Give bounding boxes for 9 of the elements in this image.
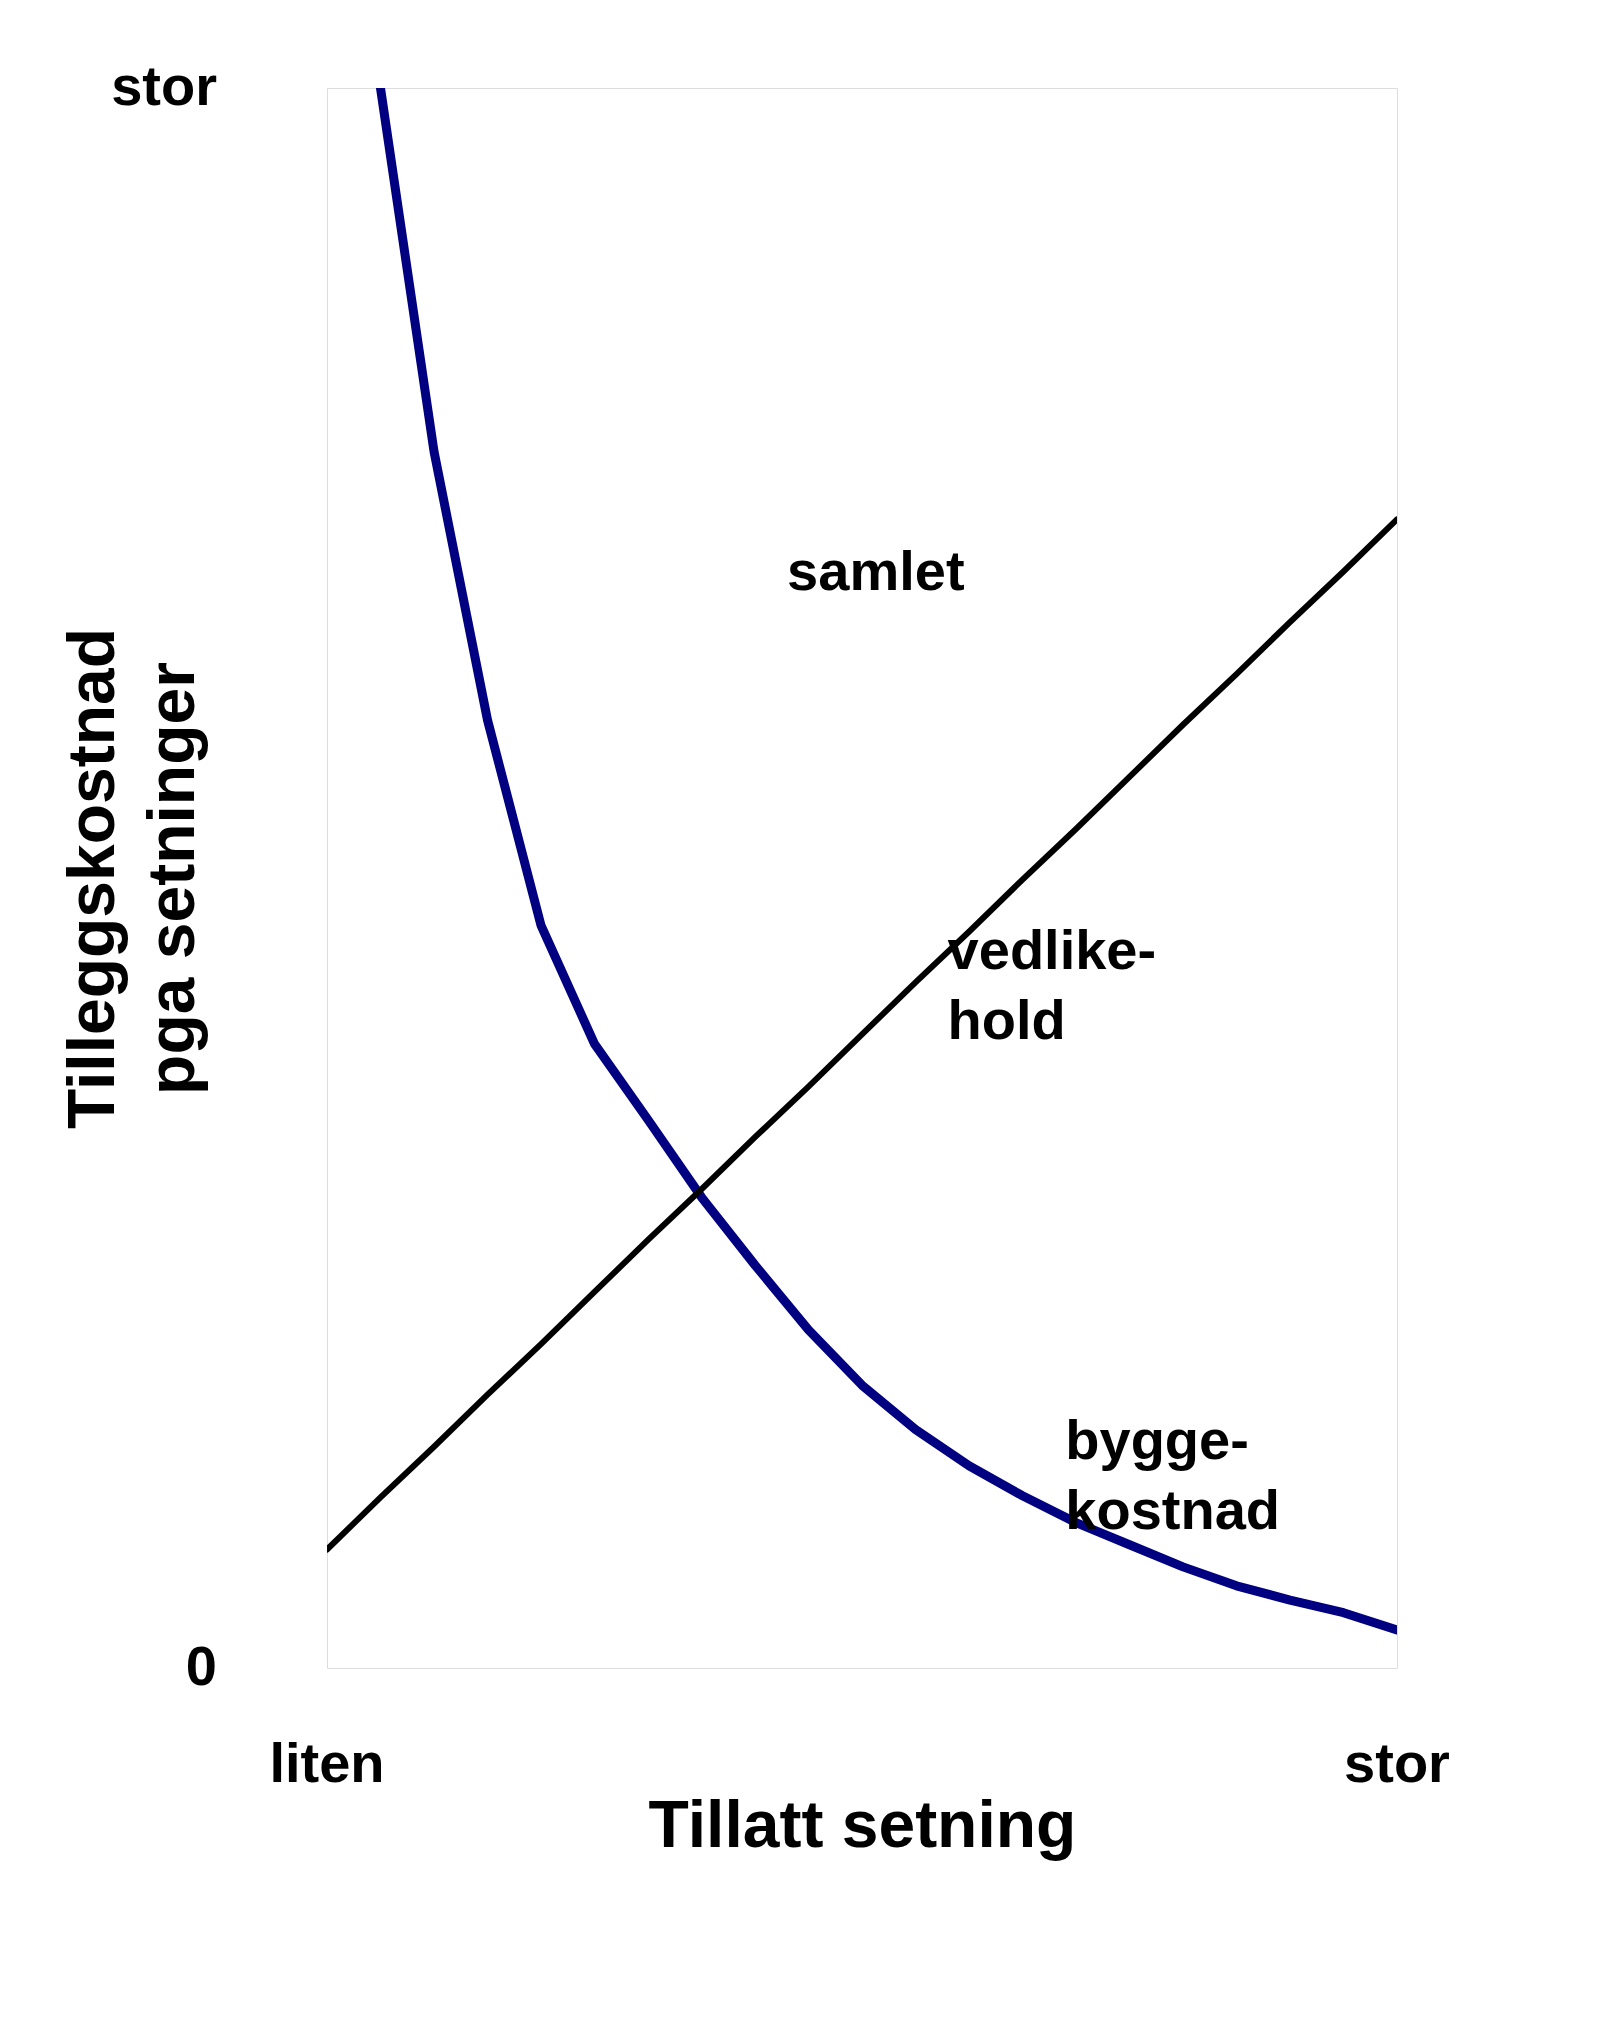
series-label: vedlike- hold [947,918,1157,1052]
y-axis-title: Tilleggskostnad pga setninger [53,627,208,1130]
series-label: bygge- kostnad [1065,1408,1280,1542]
text: liten [269,1731,385,1794]
text: 0 [185,1634,217,1697]
x-axis-title: Tillatt setning [648,1786,1077,1861]
annotation: samlet [787,539,965,603]
text: stor [111,54,217,117]
text: stor [1344,1731,1450,1794]
